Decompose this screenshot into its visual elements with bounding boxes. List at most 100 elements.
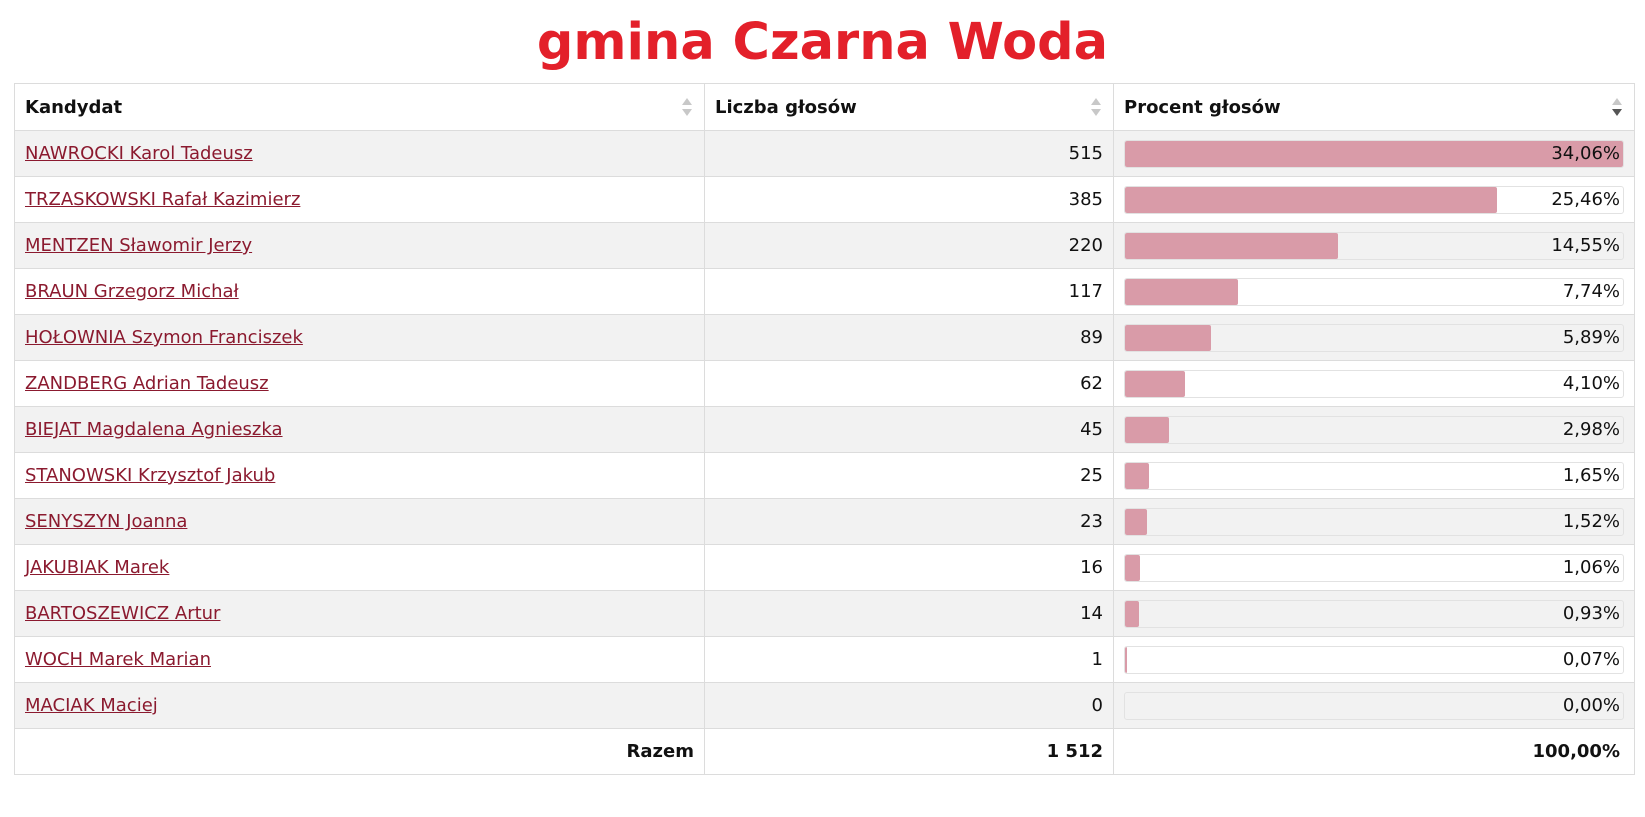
percent-bar-fill <box>1125 186 1498 213</box>
candidate-cell: ZANDBERG Adrian Tadeusz <box>14 360 705 407</box>
percent-cell: 4,10% <box>1113 360 1635 407</box>
percent-cell: 0,00% <box>1113 682 1635 729</box>
percent-cell: 0,93% <box>1113 590 1635 637</box>
sort-icon[interactable] <box>1091 97 1101 117</box>
percent-bar: 14,55% <box>1124 231 1624 260</box>
percent-bar-fill <box>1125 646 1127 673</box>
candidate-link[interactable]: ZANDBERG Adrian Tadeusz <box>25 373 269 394</box>
candidate-cell: STANOWSKI Krzysztof Jakub <box>14 452 705 499</box>
percent-label: 5,89% <box>1562 326 1620 348</box>
total-percent: 100,00% <box>1113 728 1635 775</box>
candidate-link[interactable]: NAWROCKI Karol Tadeusz <box>25 143 253 164</box>
percent-cell: 5,89% <box>1113 314 1635 361</box>
percent-bar-fill <box>1125 554 1141 581</box>
percent-label: 34,06% <box>1551 142 1620 164</box>
column-header-percent[interactable]: Procent głosów <box>1113 83 1635 131</box>
table-row: TRZASKOWSKI Rafał Kazimierz 385 25,46% <box>14 176 1635 223</box>
percent-label: 0,00% <box>1562 694 1620 716</box>
table-row: STANOWSKI Krzysztof Jakub 25 1,65% <box>14 452 1635 499</box>
candidate-link[interactable]: MENTZEN Sławomir Jerzy <box>25 235 253 256</box>
votes-cell: 117 <box>704 268 1114 315</box>
percent-label: 4,10% <box>1562 372 1620 394</box>
votes-cell: 23 <box>704 498 1114 545</box>
sort-icon[interactable] <box>682 97 692 117</box>
percent-cell: 0,07% <box>1113 636 1635 683</box>
percent-cell: 2,98% <box>1113 406 1635 453</box>
votes-cell: 515 <box>704 130 1114 177</box>
percent-cell: 1,52% <box>1113 498 1635 545</box>
percent-bar: 1,65% <box>1124 461 1624 490</box>
total-votes: 1 512 <box>704 728 1114 775</box>
table-row: BRAUN Grzegorz Michał 117 7,74% <box>14 268 1635 315</box>
percent-bar-fill <box>1125 278 1239 305</box>
table-row: MACIAK Maciej 0 0,00% <box>14 682 1635 729</box>
percent-bar: 0,07% <box>1124 645 1624 674</box>
percent-bar-fill <box>1125 416 1169 443</box>
votes-cell: 14 <box>704 590 1114 637</box>
candidate-link[interactable]: BARTOSZEWICZ Artur <box>25 603 221 624</box>
table-total-row: Razem 1 512 100,00% <box>14 728 1635 775</box>
percent-cell: 7,74% <box>1113 268 1635 315</box>
candidate-cell: JAKUBIAK Marek <box>14 544 705 591</box>
percent-label: 1,06% <box>1562 556 1620 578</box>
page-title: gmina Czarna Woda <box>536 13 1109 72</box>
candidate-cell: HOŁOWNIA Szymon Franciszek <box>14 314 705 361</box>
candidate-link[interactable]: WOCH Marek Marian <box>25 649 211 670</box>
percent-label: 7,74% <box>1562 280 1620 302</box>
percent-bar-fill <box>1125 140 1623 167</box>
percent-label: 1,65% <box>1562 464 1620 486</box>
percent-bar: 1,52% <box>1124 507 1624 536</box>
percent-cell: 25,46% <box>1113 176 1635 223</box>
candidate-link[interactable]: BRAUN Grzegorz Michał <box>25 281 239 302</box>
percent-label: 2,98% <box>1562 418 1620 440</box>
percent-bar: 0,93% <box>1124 599 1624 628</box>
candidate-link[interactable]: MACIAK Maciej <box>25 695 158 716</box>
candidate-link[interactable]: JAKUBIAK Marek <box>25 557 170 578</box>
candidate-link[interactable]: STANOWSKI Krzysztof Jakub <box>25 465 276 486</box>
percent-bar-fill <box>1125 370 1185 397</box>
votes-cell: 89 <box>704 314 1114 361</box>
column-header-candidate[interactable]: Kandydat <box>14 83 705 131</box>
candidate-link[interactable]: SENYSZYN Joanna <box>25 511 188 532</box>
table-row: MENTZEN Sławomir Jerzy 220 14,55% <box>14 222 1635 269</box>
percent-bar: 34,06% <box>1124 139 1624 168</box>
percent-bar: 0,00% <box>1124 691 1624 720</box>
percent-bar-fill <box>1125 600 1139 627</box>
percent-bar-fill <box>1125 508 1148 535</box>
sort-desc-icon[interactable] <box>1612 97 1622 117</box>
percent-cell: 1,06% <box>1113 544 1635 591</box>
candidate-link[interactable]: HOŁOWNIA Szymon Franciszek <box>25 327 303 348</box>
percent-label: 1,52% <box>1562 510 1620 532</box>
percent-bar: 4,10% <box>1124 369 1624 398</box>
candidate-cell: SENYSZYN Joanna <box>14 498 705 545</box>
candidate-cell: NAWROCKI Karol Tadeusz <box>14 130 705 177</box>
candidate-cell: MACIAK Maciej <box>14 682 705 729</box>
votes-cell: 25 <box>704 452 1114 499</box>
percent-bar: 7,74% <box>1124 277 1624 306</box>
table-row: NAWROCKI Karol Tadeusz 515 34,06% <box>14 130 1635 177</box>
percent-label: 0,93% <box>1562 602 1620 624</box>
votes-cell: 16 <box>704 544 1114 591</box>
table-row: HOŁOWNIA Szymon Franciszek 89 5,89% <box>14 314 1635 361</box>
percent-bar-fill <box>1125 232 1338 259</box>
votes-cell: 385 <box>704 176 1114 223</box>
candidate-link[interactable]: TRZASKOWSKI Rafał Kazimierz <box>25 189 301 210</box>
percent-bar: 5,89% <box>1124 323 1624 352</box>
votes-cell: 62 <box>704 360 1114 407</box>
candidate-link[interactable]: BIEJAT Magdalena Agnieszka <box>25 419 283 440</box>
percent-label: 14,55% <box>1551 234 1620 256</box>
candidate-cell: BIEJAT Magdalena Agnieszka <box>14 406 705 453</box>
percent-bar: 25,46% <box>1124 185 1624 214</box>
percent-bar: 1,06% <box>1124 553 1624 582</box>
table-header-row: Kandydat Liczba głosów Procent głosów <box>14 83 1635 131</box>
votes-cell: 220 <box>704 222 1114 269</box>
percent-bar: 2,98% <box>1124 415 1624 444</box>
table-row: BIEJAT Magdalena Agnieszka 45 2,98% <box>14 406 1635 453</box>
table-row: SENYSZYN Joanna 23 1,52% <box>14 498 1635 545</box>
percent-cell: 14,55% <box>1113 222 1635 269</box>
votes-cell: 1 <box>704 636 1114 683</box>
table-row: WOCH Marek Marian 1 0,07% <box>14 636 1635 683</box>
votes-cell: 45 <box>704 406 1114 453</box>
table-row: JAKUBIAK Marek 16 1,06% <box>14 544 1635 591</box>
column-header-votes[interactable]: Liczba głosów <box>704 83 1114 131</box>
